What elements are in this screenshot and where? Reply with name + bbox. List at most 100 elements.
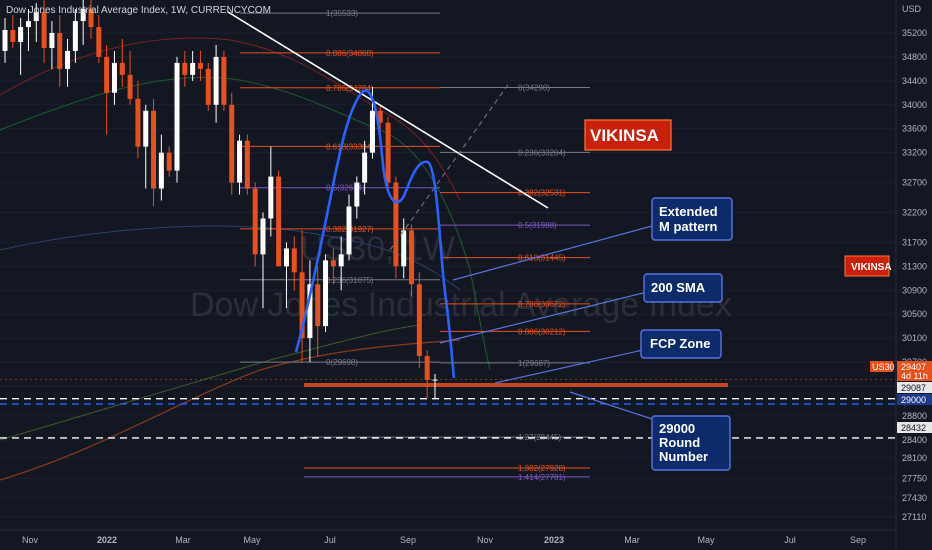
candle-body xyxy=(315,284,321,327)
candle-body xyxy=(252,188,258,255)
price-tick-label: 32700 xyxy=(902,178,927,188)
price-badge-text: 29407 xyxy=(901,362,926,372)
level-badge xyxy=(897,382,932,393)
level-badge-text: 29000 xyxy=(901,395,926,405)
fib-level-label: 1(35533) xyxy=(326,9,358,18)
candle-body xyxy=(25,21,31,28)
candle-body xyxy=(393,182,399,267)
fib-level-label: 0.786(30672) xyxy=(518,300,566,309)
candle-body xyxy=(276,176,282,267)
fib-level-label: 1(29687) xyxy=(518,359,550,368)
price-badge xyxy=(897,361,932,381)
callout-line-1: Extended xyxy=(659,204,718,219)
callout-line-1: 200 SMA xyxy=(651,280,706,295)
candle-body xyxy=(197,62,203,69)
callout-line-2: M pattern xyxy=(659,219,718,234)
candle-body xyxy=(307,284,313,339)
round-number-pointer xyxy=(569,391,656,421)
callout-fcp-zone[interactable]: FCP Zone xyxy=(640,329,722,359)
level-badge xyxy=(897,394,932,405)
fib-level-label: 0.236(31075) xyxy=(326,276,374,285)
vikinsa-brand-large: VIKINSA xyxy=(584,119,672,151)
time-tick-label: Sep xyxy=(850,535,866,545)
descending-trendline[interactable] xyxy=(227,11,549,209)
time-tick-label: Mar xyxy=(624,535,640,545)
callout-200-sma[interactable]: 200 SMA xyxy=(643,273,723,303)
fib-level-label: 1.382(27928) xyxy=(518,464,566,473)
candle-body xyxy=(18,27,24,42)
price-tick-label: 32200 xyxy=(902,207,927,217)
callout-extended-m[interactable]: Extended M pattern xyxy=(651,197,733,241)
price-tick-label: 28800 xyxy=(902,411,927,421)
fib-level-label: 0.382(32531) xyxy=(518,189,566,198)
candle-body xyxy=(346,206,352,255)
time-tick-label: May xyxy=(697,535,715,545)
price-tick-label: 27110 xyxy=(902,512,926,522)
fib-retracement-lower[interactable]: 0(34290) 0.236(33204) 0.382(32531) 0.5(3198… xyxy=(304,83,590,482)
candle-body xyxy=(182,62,188,75)
candle-body xyxy=(323,260,329,327)
candle-body xyxy=(190,62,196,75)
sma200-pointer xyxy=(439,291,648,344)
callout-line-2: Round xyxy=(659,435,700,450)
price-tick-label: 34000 xyxy=(902,100,927,110)
lower-band-line xyxy=(0,324,421,441)
level-badge xyxy=(897,422,932,433)
brand-label: VIKINSA xyxy=(590,126,659,145)
candle-body xyxy=(221,56,227,105)
time-tick-label: May xyxy=(243,535,261,545)
vikinsa-brand-small: VIKINSA xyxy=(844,255,892,277)
fcp-zone-band[interactable] xyxy=(304,383,728,387)
candle-body xyxy=(41,12,47,48)
candle-body xyxy=(135,98,141,147)
callout-line-1: FCP Zone xyxy=(650,336,710,351)
symbol-badge xyxy=(870,361,893,372)
candle-body xyxy=(127,74,133,99)
candle-body xyxy=(72,21,78,51)
candle-body xyxy=(33,12,39,22)
callout-29000-round[interactable]: 29000 Round Number xyxy=(651,415,731,471)
candle-body xyxy=(416,284,422,357)
time-tick-label: Nov xyxy=(477,535,494,545)
time-axis-ticks[interactable]: Nov 2022 Mar May Jul Sep Nov 2023 Mar May Jul Sep xyxy=(22,535,866,545)
callout-line-1: 29000 xyxy=(659,421,695,436)
callout-box xyxy=(651,197,733,241)
candle-body xyxy=(362,152,368,183)
candle-body xyxy=(299,272,305,339)
candle-body xyxy=(49,33,55,48)
candle-body xyxy=(377,110,383,123)
time-tick-label: 2023 xyxy=(544,535,564,545)
price-tick-label: 28400 xyxy=(902,435,927,445)
candle-body xyxy=(385,122,391,183)
fcp-level-badge: 29087 xyxy=(897,382,932,393)
symbol-badge-text: US30 xyxy=(872,362,895,372)
candle-body xyxy=(244,140,250,189)
price-tick-label: 30100 xyxy=(902,333,927,343)
price-axis[interactable] xyxy=(896,0,932,550)
price-tick-label: 27750 xyxy=(902,474,927,484)
horizontal-levels[interactable] xyxy=(0,379,896,439)
brand-label: VIKINSA xyxy=(851,262,892,273)
price-tick-label: 33600 xyxy=(902,124,927,134)
m-pattern-curve[interactable] xyxy=(294,89,456,379)
candle-body xyxy=(283,248,289,267)
candle-body xyxy=(424,356,430,380)
upper-band-line xyxy=(0,76,491,371)
candle-body xyxy=(174,62,180,171)
callout-box xyxy=(640,329,722,359)
candle-body xyxy=(205,68,211,105)
extended-m-pointer xyxy=(452,225,653,281)
fib-level-label: 1.414(27781) xyxy=(518,473,566,482)
candle-body xyxy=(10,30,16,42)
candle-body xyxy=(65,50,71,69)
candle-body xyxy=(432,379,438,381)
dashed-projection-line[interactable] xyxy=(389,81,511,251)
price-tick-label: 31300 xyxy=(902,261,927,271)
fib-level-label: 0.886(34868) xyxy=(326,49,374,58)
candle-body xyxy=(237,140,243,183)
fib-level-label: 0.618(31445) xyxy=(518,254,566,263)
fib-level-label: 0.5(32614) xyxy=(326,184,365,193)
candle-body xyxy=(57,33,63,69)
sma200-line xyxy=(0,339,461,481)
